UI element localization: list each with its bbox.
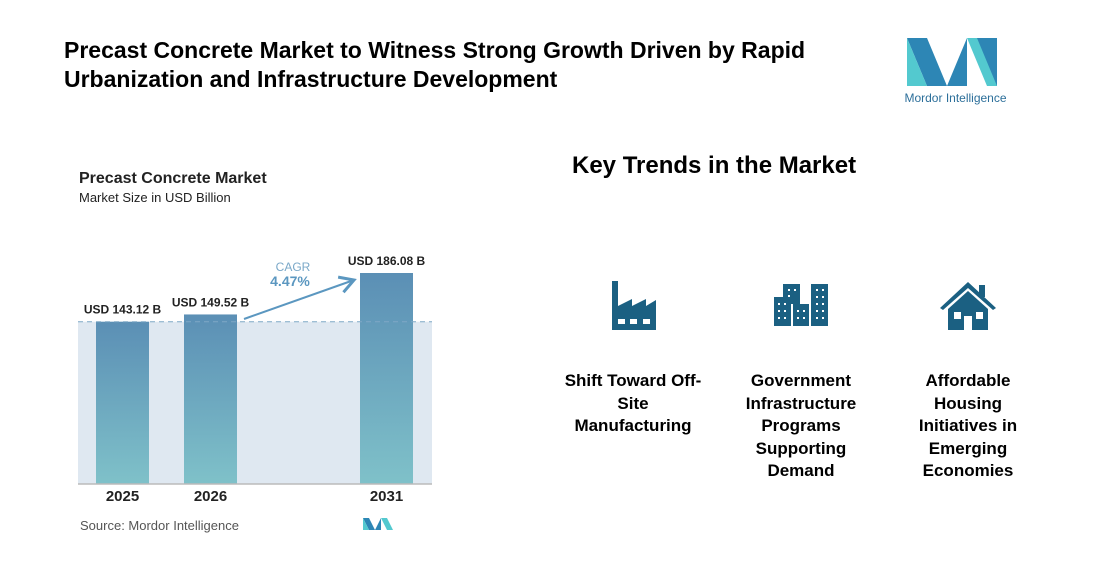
- bar-chart: USD 143.12 B 2025 USD 149.52 B 2026 USD 186.…: [78, 254, 432, 530]
- mordor-small-logo-icon: [363, 518, 393, 530]
- cagr-value: 4.47%: [270, 273, 310, 289]
- cagr-label: CAGR: [276, 260, 311, 274]
- chart-source: Source: Mordor Intelligence: [80, 518, 239, 533]
- x-tick-2025: 2025: [106, 488, 139, 505]
- data-label-2026: USD 149.52 B: [172, 295, 250, 309]
- x-tick-2026: 2026: [194, 488, 227, 505]
- page-title: Precast Concrete Market to Witness Stron…: [64, 37, 806, 92]
- trends-title: Key Trends in the Market: [572, 152, 857, 179]
- data-label-2025: USD 143.12 B: [84, 303, 162, 317]
- bar-2025: [96, 321, 149, 484]
- house-icon: [940, 282, 996, 330]
- factory-icon: [612, 281, 656, 330]
- chart-subtitle: Market Size in USD Billion: [79, 190, 231, 205]
- trend-label-government: Government Infrastructure Programs Suppo…: [745, 371, 857, 480]
- trend-label-offsite: Shift Toward Off-Site Manufacturing: [564, 371, 702, 435]
- bar-2026: [184, 314, 237, 484]
- cagr-arrow: [243, 275, 357, 320]
- trend-label-housing: Affordable Housing Initiatives in Emergi…: [918, 371, 1018, 480]
- data-label-2031: USD 186.08 B: [348, 254, 426, 268]
- logo-text: Mordor Intelligence: [904, 91, 1007, 105]
- x-tick-2031: 2031: [370, 488, 403, 505]
- buildings-icon: [774, 284, 828, 326]
- mordor-logo-icon: [907, 38, 997, 86]
- chart-title: Precast Concrete Market: [79, 170, 267, 187]
- bar-2031: [360, 273, 413, 484]
